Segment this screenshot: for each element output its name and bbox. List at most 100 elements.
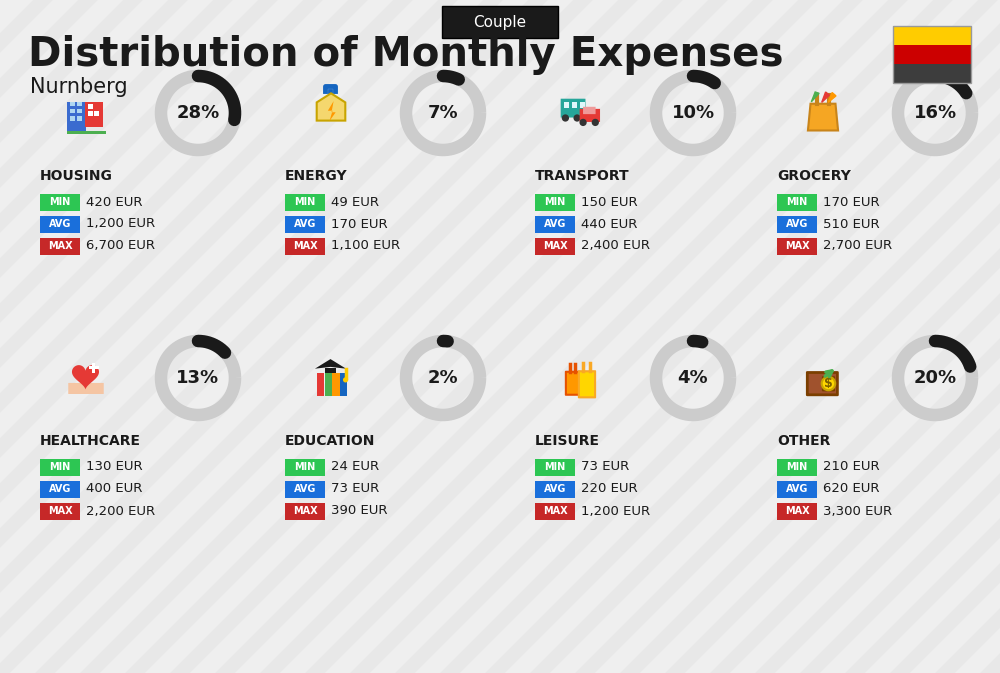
Text: MAX: MAX xyxy=(785,241,809,251)
Text: MIN: MIN xyxy=(544,462,566,472)
Bar xyxy=(77,116,82,120)
Text: 170 EUR: 170 EUR xyxy=(331,217,388,230)
Text: 2,700 EUR: 2,700 EUR xyxy=(823,240,892,252)
Bar xyxy=(70,116,75,120)
Circle shape xyxy=(562,114,569,122)
Text: 210 EUR: 210 EUR xyxy=(823,460,880,474)
Text: 73 EUR: 73 EUR xyxy=(331,483,379,495)
FancyBboxPatch shape xyxy=(535,215,575,232)
FancyBboxPatch shape xyxy=(535,458,575,476)
Text: AVG: AVG xyxy=(786,219,808,229)
Text: MIN: MIN xyxy=(49,462,71,472)
Polygon shape xyxy=(317,94,345,120)
Text: MAX: MAX xyxy=(48,506,72,516)
FancyBboxPatch shape xyxy=(583,107,596,114)
Text: MIN: MIN xyxy=(294,462,316,472)
Text: MIN: MIN xyxy=(49,197,71,207)
Text: 2,400 EUR: 2,400 EUR xyxy=(581,240,650,252)
Text: AVG: AVG xyxy=(294,219,316,229)
FancyBboxPatch shape xyxy=(535,238,575,254)
Text: MAX: MAX xyxy=(293,241,317,251)
Polygon shape xyxy=(72,365,99,390)
Bar xyxy=(893,45,971,64)
Text: 1,100 EUR: 1,100 EUR xyxy=(331,240,400,252)
Text: ENERGY: ENERGY xyxy=(285,169,348,183)
Bar xyxy=(92,363,95,373)
FancyBboxPatch shape xyxy=(579,371,595,397)
Text: Nurnberg: Nurnberg xyxy=(30,77,128,97)
Text: 150 EUR: 150 EUR xyxy=(581,195,638,209)
FancyBboxPatch shape xyxy=(285,481,325,497)
Text: LEISURE: LEISURE xyxy=(535,434,600,448)
Text: MIN: MIN xyxy=(786,197,808,207)
Text: 3,300 EUR: 3,300 EUR xyxy=(823,505,892,518)
Text: 16%: 16% xyxy=(913,104,957,122)
Bar xyxy=(893,64,971,83)
FancyBboxPatch shape xyxy=(777,481,817,497)
FancyBboxPatch shape xyxy=(40,238,80,254)
Bar xyxy=(893,26,971,83)
Bar xyxy=(77,102,82,106)
FancyBboxPatch shape xyxy=(535,503,575,520)
Text: MAX: MAX xyxy=(293,506,317,516)
Bar xyxy=(89,366,99,369)
Text: Distribution of Monthly Expenses: Distribution of Monthly Expenses xyxy=(28,35,784,75)
Text: AVG: AVG xyxy=(49,484,71,494)
Text: 440 EUR: 440 EUR xyxy=(581,217,637,230)
FancyBboxPatch shape xyxy=(566,371,579,395)
Bar xyxy=(66,131,106,134)
FancyBboxPatch shape xyxy=(442,6,558,38)
FancyBboxPatch shape xyxy=(777,458,817,476)
Text: 20%: 20% xyxy=(913,369,957,387)
Bar xyxy=(324,373,332,396)
Bar xyxy=(893,26,971,45)
Circle shape xyxy=(573,114,581,122)
Text: 1,200 EUR: 1,200 EUR xyxy=(581,505,650,518)
Circle shape xyxy=(822,377,835,390)
FancyBboxPatch shape xyxy=(777,215,817,232)
FancyBboxPatch shape xyxy=(807,372,837,395)
FancyBboxPatch shape xyxy=(40,458,80,476)
Polygon shape xyxy=(828,92,836,102)
FancyBboxPatch shape xyxy=(823,378,834,390)
Bar xyxy=(325,368,336,373)
Text: GROCERY: GROCERY xyxy=(777,169,851,183)
Bar xyxy=(77,108,82,113)
Text: AVG: AVG xyxy=(544,219,566,229)
Polygon shape xyxy=(315,359,346,369)
Text: 2,200 EUR: 2,200 EUR xyxy=(86,505,155,518)
Text: 28%: 28% xyxy=(176,104,220,122)
Text: 2%: 2% xyxy=(428,369,458,387)
Text: 510 EUR: 510 EUR xyxy=(823,217,880,230)
Text: HEALTHCARE: HEALTHCARE xyxy=(40,434,141,448)
Text: 7%: 7% xyxy=(428,104,458,122)
Bar xyxy=(85,102,103,127)
Text: HOUSING: HOUSING xyxy=(40,169,113,183)
Text: MAX: MAX xyxy=(785,506,809,516)
Bar xyxy=(317,373,324,396)
Text: 13%: 13% xyxy=(176,369,220,387)
Text: MAX: MAX xyxy=(543,241,567,251)
Text: 620 EUR: 620 EUR xyxy=(823,483,880,495)
Bar xyxy=(88,111,93,116)
Bar xyxy=(580,102,585,108)
Circle shape xyxy=(579,118,587,126)
Text: Couple: Couple xyxy=(473,15,527,30)
FancyBboxPatch shape xyxy=(580,109,600,122)
Text: 170 EUR: 170 EUR xyxy=(823,195,880,209)
Text: 10%: 10% xyxy=(671,104,715,122)
FancyBboxPatch shape xyxy=(40,503,80,520)
FancyBboxPatch shape xyxy=(777,503,817,520)
Text: 6,700 EUR: 6,700 EUR xyxy=(86,240,155,252)
Bar xyxy=(70,102,75,106)
Text: OTHER: OTHER xyxy=(777,434,830,448)
Text: AVG: AVG xyxy=(294,484,316,494)
FancyBboxPatch shape xyxy=(777,194,817,211)
Text: 24 EUR: 24 EUR xyxy=(331,460,379,474)
Text: 49 EUR: 49 EUR xyxy=(331,195,379,209)
FancyBboxPatch shape xyxy=(535,481,575,497)
Text: MIN: MIN xyxy=(544,197,566,207)
Text: 390 EUR: 390 EUR xyxy=(331,505,388,518)
Text: AVG: AVG xyxy=(544,484,566,494)
Text: AVG: AVG xyxy=(786,484,808,494)
